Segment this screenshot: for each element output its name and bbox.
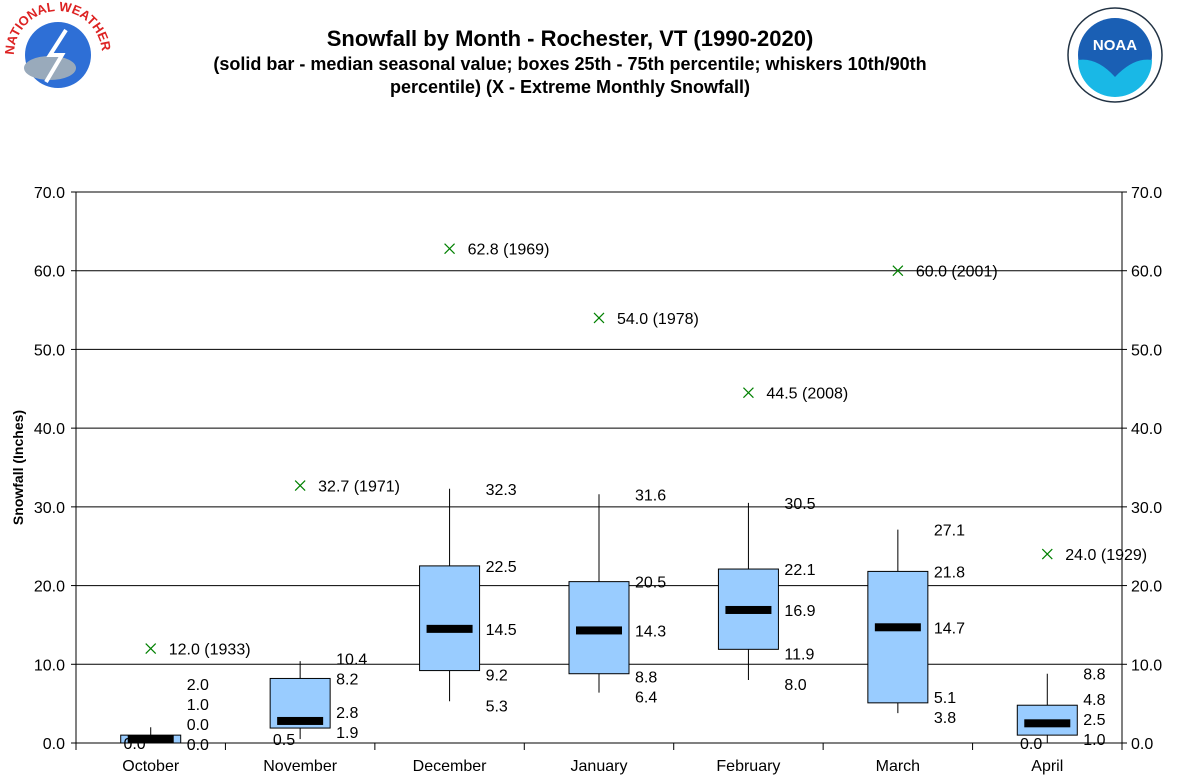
extreme-marker <box>1041 548 1053 560</box>
p75-label: 4.8 <box>1083 692 1105 709</box>
y-tick-label: 0.0 <box>43 736 65 753</box>
p90-label: 27.1 <box>934 523 965 540</box>
extreme-label: 24.0 (1929) <box>1065 547 1147 564</box>
iqr-box <box>867 570 929 704</box>
extreme-label: 54.0 (1978) <box>617 311 699 328</box>
p75-label: 1.0 <box>187 697 209 714</box>
median-label: 0.0 <box>187 717 209 734</box>
y-tick-label-right: 50.0 <box>1131 342 1162 359</box>
median-bar <box>725 605 772 614</box>
p25-label: 8.8 <box>635 670 657 687</box>
median-label: 16.9 <box>784 603 815 620</box>
extreme-label: 44.5 (2008) <box>766 386 848 403</box>
extreme-marker <box>743 387 754 399</box>
extreme-label: 60.0 (2001) <box>916 264 998 281</box>
median-bar <box>874 623 921 632</box>
p75-label: 20.5 <box>635 575 666 592</box>
p25-label: 1.9 <box>336 725 358 742</box>
p75-label: 22.5 <box>486 559 517 576</box>
p10-label: 6.4 <box>635 690 657 707</box>
y-tick-label-right: 60.0 <box>1131 264 1162 281</box>
p10-label: 5.3 <box>486 698 508 715</box>
extreme-label: 62.8 (1969) <box>468 242 550 259</box>
extreme-marker <box>444 243 455 255</box>
p75-label: 22.1 <box>784 562 815 579</box>
median-bar <box>426 624 473 633</box>
y-tick-label: 60.0 <box>34 264 65 281</box>
extreme-label: 12.0 (1933) <box>169 642 251 659</box>
y-tick-label-right: 10.0 <box>1131 657 1162 674</box>
extreme-marker <box>593 312 605 324</box>
p90-label: 10.4 <box>336 651 367 668</box>
p90-label: 8.8 <box>1083 667 1105 684</box>
iqr-box <box>419 565 481 672</box>
median-bar <box>1024 719 1071 728</box>
p10-label: 8.0 <box>784 677 806 694</box>
y-axis-label: Snowfall (Inches) <box>10 410 26 525</box>
chart-subtitle-2: percentile) (X - Extreme Monthly Snowfal… <box>389 77 751 97</box>
extreme-marker <box>892 265 904 277</box>
median-label: 14.5 <box>486 622 517 639</box>
chart-title: Snowfall by Month - Rochester, VT (1990-… <box>326 26 814 51</box>
y-tick-label: 50.0 <box>34 342 65 359</box>
y-tick-label-right: 40.0 <box>1131 421 1162 438</box>
p10-label: 0.5 <box>273 732 295 749</box>
extreme-marker <box>145 643 157 654</box>
median-bar <box>127 735 174 743</box>
x-tick-label: February <box>716 758 780 775</box>
p25-label: 9.2 <box>486 668 508 685</box>
p90-label: 32.3 <box>486 482 517 499</box>
nws-logo: NATIONAL WEATHER SERVICE <box>0 0 114 88</box>
median-bar <box>277 716 324 725</box>
chart-subtitle-1: (solid bar - median seasonal value; boxe… <box>213 54 927 74</box>
p25-label: 1.0 <box>1083 732 1105 749</box>
x-tick-label: March <box>876 758 920 775</box>
p25-label: 5.1 <box>934 690 956 707</box>
y-tick-label-right: 70.0 <box>1131 185 1162 202</box>
y-tick-label: 20.0 <box>34 579 65 596</box>
x-tick-label: January <box>571 758 628 775</box>
noaa-logo: NOAA <box>1067 7 1163 103</box>
p10-label: 3.8 <box>934 710 956 727</box>
p90-label: 2.0 <box>187 677 209 694</box>
median-label: 2.5 <box>1083 712 1105 729</box>
y-tick-label-right: 20.0 <box>1131 579 1162 596</box>
p10-label: 0.0 <box>1020 736 1042 753</box>
p10-label: 0.0 <box>123 736 145 753</box>
x-tick-label: April <box>1031 758 1063 775</box>
x-tick-label: November <box>263 758 337 775</box>
median-label: 2.8 <box>336 705 358 722</box>
y-tick-label-right: 30.0 <box>1131 500 1162 517</box>
median-bar <box>576 626 622 635</box>
y-tick-label: 70.0 <box>34 185 65 202</box>
y-tick-label: 30.0 <box>34 500 65 517</box>
p25-label: 11.9 <box>784 646 814 663</box>
x-tick-label: October <box>122 758 180 775</box>
p90-label: 30.5 <box>784 496 815 513</box>
p75-label: 21.8 <box>934 564 965 581</box>
median-label: 14.3 <box>635 623 666 640</box>
p25-label: 0.0 <box>187 737 209 754</box>
extreme-marker <box>294 480 306 492</box>
p90-label: 31.6 <box>635 487 666 504</box>
median-label: 14.7 <box>934 620 965 637</box>
extreme-label: 32.7 (1971) <box>318 479 400 496</box>
y-tick-label: 10.0 <box>34 657 65 674</box>
y-tick-label-right: 0.0 <box>1131 736 1153 753</box>
p75-label: 8.2 <box>336 671 358 688</box>
x-tick-label: December <box>413 758 487 775</box>
svg-text:NOAA: NOAA <box>1093 37 1137 54</box>
y-tick-label: 40.0 <box>34 421 65 438</box>
